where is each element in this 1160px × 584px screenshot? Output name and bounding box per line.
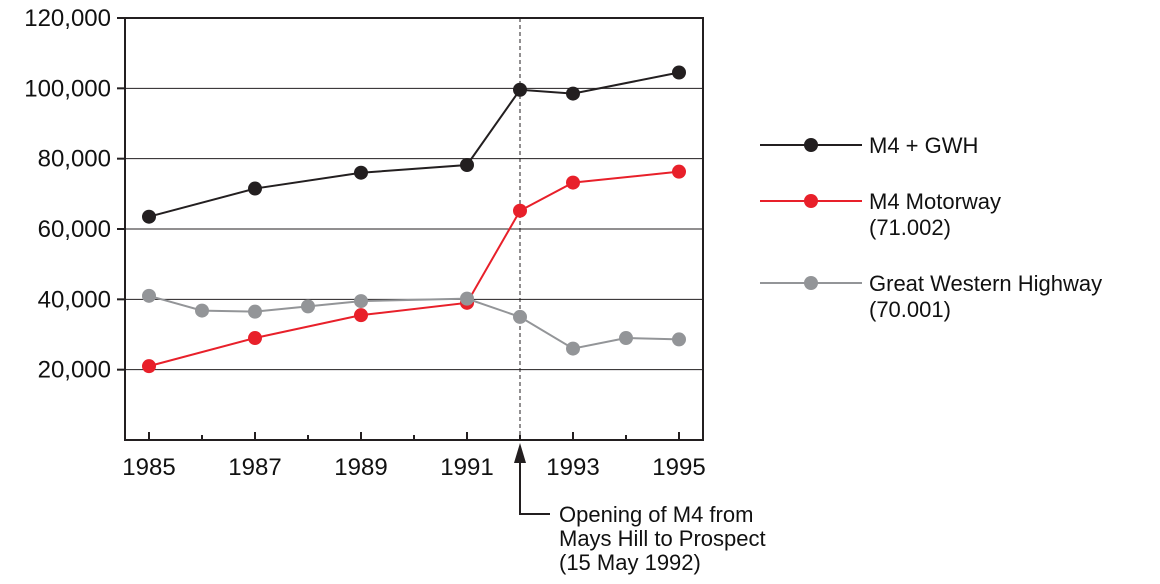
x-tick-label: 1991 bbox=[440, 454, 493, 481]
legend-label: M4 Motorway bbox=[869, 189, 1001, 214]
series-point-2 bbox=[672, 164, 686, 179]
series-point-1 bbox=[566, 86, 580, 101]
x-tick-label: 1995 bbox=[652, 454, 705, 481]
series-point-3 bbox=[142, 288, 156, 303]
legend-marker bbox=[804, 276, 818, 290]
x-tick-label: 1987 bbox=[228, 454, 281, 481]
legend-label-code: (70.001) bbox=[869, 297, 951, 322]
annotation-text: Opening of M4 from bbox=[559, 502, 753, 527]
series-point-1 bbox=[354, 165, 368, 180]
x-tick-label: 1993 bbox=[546, 454, 599, 481]
series-point-3 bbox=[354, 294, 368, 309]
series-line-2 bbox=[148, 170, 680, 368]
series-point-1 bbox=[248, 181, 262, 196]
series-point-1 bbox=[142, 209, 156, 224]
series-point-3 bbox=[566, 341, 580, 356]
series-layer bbox=[142, 65, 686, 374]
series-line-1 bbox=[148, 71, 680, 218]
annotation-text: Mays Hill to Prospect bbox=[559, 526, 766, 551]
series-point-3 bbox=[513, 309, 527, 324]
x-tick-label: 1989 bbox=[334, 454, 387, 481]
annotation-connector bbox=[519, 463, 550, 515]
series-point-2 bbox=[566, 175, 580, 190]
series-point-1 bbox=[460, 157, 474, 172]
x-tick-label: 1985 bbox=[122, 454, 175, 481]
series-point-1 bbox=[513, 82, 527, 97]
y-tick-label: 100,000 bbox=[24, 75, 111, 102]
series-point-3 bbox=[672, 332, 686, 347]
annotation-arrowhead bbox=[514, 443, 526, 463]
legend: M4 + GWH M4 Motorway(71.002) Great Western… bbox=[760, 133, 1102, 322]
y-tick-label: 120,000 bbox=[24, 5, 111, 32]
series-point-2 bbox=[248, 331, 262, 346]
series-point-3 bbox=[195, 303, 209, 318]
y-tick-label: 20,000 bbox=[38, 357, 111, 384]
annotation-text: (15 May 1992) bbox=[559, 550, 701, 575]
series-point-2 bbox=[142, 359, 156, 374]
y-tick-label: 80,000 bbox=[38, 146, 111, 173]
grid-lines bbox=[125, 87, 703, 371]
legend-marker bbox=[804, 138, 818, 152]
series-point-2 bbox=[513, 203, 527, 218]
legend-label: Great Western Highway bbox=[869, 271, 1102, 296]
axes: 20,000 40,000 60,000 80,000 100,000 120,000 19… bbox=[24, 5, 705, 481]
series-point-1 bbox=[672, 65, 686, 80]
legend-label: M4 + GWH bbox=[869, 133, 978, 158]
legend-marker bbox=[804, 194, 818, 208]
series-point-3 bbox=[619, 331, 633, 346]
legend-label-code: (71.002) bbox=[869, 215, 951, 240]
series-point-3 bbox=[248, 304, 262, 319]
y-tick-label: 60,000 bbox=[38, 216, 111, 243]
y-tick-label: 40,000 bbox=[38, 286, 111, 313]
series-point-3 bbox=[460, 291, 474, 306]
series-point-2 bbox=[354, 308, 368, 323]
series-point-3 bbox=[301, 299, 315, 314]
series-line-3 bbox=[148, 294, 680, 350]
